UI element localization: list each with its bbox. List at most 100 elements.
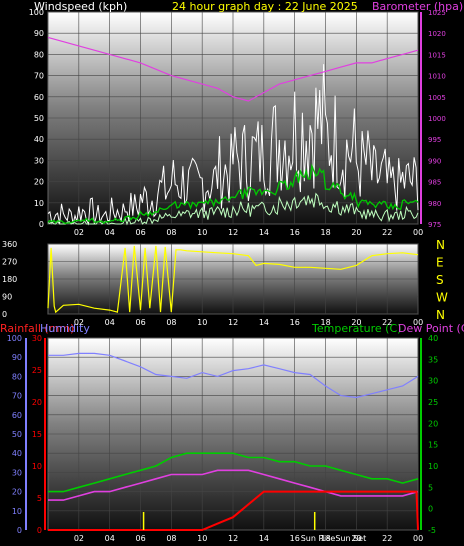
x-tick-label: 06 — [136, 534, 146, 543]
x-tick-label: 14 — [259, 318, 269, 327]
barometer-y-tick: 990 — [428, 157, 441, 165]
x-tick-label: 22 — [382, 534, 392, 543]
direction-y-tick: 0 — [2, 310, 7, 319]
rainfall-y-tick: 20 — [32, 398, 42, 407]
barometer-axis-title: Barometer (hpa) — [372, 0, 463, 13]
compass-label: W — [436, 291, 448, 305]
temperature-axis-title: Temperature (C) — [311, 322, 401, 335]
x-tick-label: 06 — [136, 318, 146, 327]
wind-y-tick: 90 — [34, 29, 44, 38]
x-tick-label: 10 — [197, 534, 207, 543]
compass-label: E — [436, 256, 444, 270]
x-tick-label: 22 — [382, 318, 392, 327]
dewpoint-series — [48, 469, 419, 501]
barometer-series — [47, 36, 419, 102]
temperature-y-tick: 30 — [428, 377, 438, 386]
x-tick-label: 08 — [166, 534, 176, 543]
dewpoint-axis-title: Dew Point (C) — [398, 322, 464, 335]
wind-y-tick: 20 — [34, 178, 44, 187]
temperature-y-tick: 10 — [428, 462, 438, 471]
x-tick-label: 18 — [321, 318, 331, 327]
sun-label: Sun RiseSun Set — [301, 534, 367, 543]
x-tick-label: 12 — [228, 318, 238, 327]
x-tick-label: 04 — [105, 534, 115, 543]
humidity-y-tick: 20 — [12, 488, 22, 497]
direction-y-tick: 90 — [2, 293, 12, 302]
rainfall-y-tick: 30 — [32, 334, 42, 343]
x-tick-label: 00 — [413, 534, 423, 543]
wind-y-tick: 60 — [34, 93, 44, 102]
x-tick-label: 14 — [259, 228, 269, 237]
x-tick-label: 00 — [413, 318, 423, 327]
wind-y-tick: 80 — [34, 50, 44, 59]
temperature-y-tick: 35 — [428, 355, 438, 364]
compass-label: S — [436, 273, 444, 287]
x-tick-label: 00 — [413, 228, 423, 237]
humidity-axis-title: Humidity — [40, 322, 90, 335]
rainfall-y-tick: 0 — [37, 526, 42, 535]
humidity-y-tick: 40 — [12, 449, 22, 458]
x-tick-label: 18 — [321, 228, 331, 237]
direction-y-tick: 270 — [2, 258, 17, 267]
wind-axis-title: Windspeed (kph) — [34, 0, 127, 13]
rainfall-y-tick: 5 — [37, 494, 42, 503]
temperature-y-tick: -5 — [428, 526, 436, 535]
x-tick-label: 14 — [259, 534, 269, 543]
temperature-y-tick: 40 — [428, 334, 438, 343]
rainfall-y-tick: 15 — [32, 430, 42, 439]
x-tick-label: 08 — [166, 228, 176, 237]
wind-y-tick: 10 — [34, 199, 44, 208]
barometer-y-tick: 1015 — [428, 51, 446, 59]
x-tick-label: 04 — [105, 228, 115, 237]
x-tick-label: 08 — [166, 318, 176, 327]
wind-direction-series — [47, 245, 419, 314]
rainfall-y-tick: 10 — [32, 462, 42, 471]
x-tick-label: 02 — [74, 228, 84, 237]
humidity-y-tick: 30 — [12, 468, 22, 477]
wind-gust-series — [47, 64, 419, 226]
x-tick-label: 16 — [290, 228, 300, 237]
wind-y-tick: 0 — [39, 220, 44, 229]
temperature-y-tick: 20 — [428, 419, 438, 428]
temperature-y-tick: 0 — [428, 505, 433, 514]
x-tick-label: 22 — [382, 228, 392, 237]
x-tick-label: 04 — [105, 318, 115, 327]
x-tick-label: 02 — [74, 534, 84, 543]
barometer-y-tick: 1010 — [428, 73, 446, 81]
direction-y-tick: 360 — [2, 240, 17, 249]
direction-y-tick: 180 — [2, 275, 17, 284]
temperature-y-tick: 5 — [428, 483, 433, 492]
temperature-y-tick: 25 — [428, 398, 438, 407]
rainfall-axis-title: Rainfall (mm) — [0, 322, 74, 335]
grid-lines — [25, 11, 422, 531]
humidity-y-tick: 70 — [12, 392, 22, 401]
x-tick-label: 10 — [197, 318, 207, 327]
x-tick-label: 12 — [228, 534, 238, 543]
rainfall-y-tick: 25 — [32, 366, 42, 375]
barometer-y-tick: 1005 — [428, 94, 446, 102]
barometer-y-tick: 980 — [428, 200, 441, 208]
humidity-y-tick: 90 — [12, 353, 22, 362]
humidity-series — [48, 352, 419, 399]
humidity-y-tick: 80 — [12, 372, 22, 381]
x-tick-label: 06 — [136, 228, 146, 237]
barometer-y-tick: 1025 — [428, 9, 446, 17]
humidity-y-tick: 100 — [7, 334, 22, 343]
compass-label: N — [436, 308, 445, 322]
barometer-y-tick: 995 — [428, 136, 441, 144]
chart-marks — [47, 36, 419, 531]
x-tick-label: 16 — [290, 534, 300, 543]
humidity-y-tick: 10 — [12, 507, 22, 516]
humidity-y-tick: 60 — [12, 411, 22, 420]
wind-avg-series — [47, 163, 419, 225]
x-tick-label: 10 — [197, 228, 207, 237]
temperature-series — [48, 452, 419, 493]
wind-low-series — [47, 192, 419, 226]
humidity-y-tick: 50 — [12, 430, 22, 439]
wind-y-tick: 30 — [34, 156, 44, 165]
x-tick-label: 20 — [351, 318, 361, 327]
rainfall-series — [48, 490, 419, 531]
wind-y-tick: 40 — [34, 135, 44, 144]
